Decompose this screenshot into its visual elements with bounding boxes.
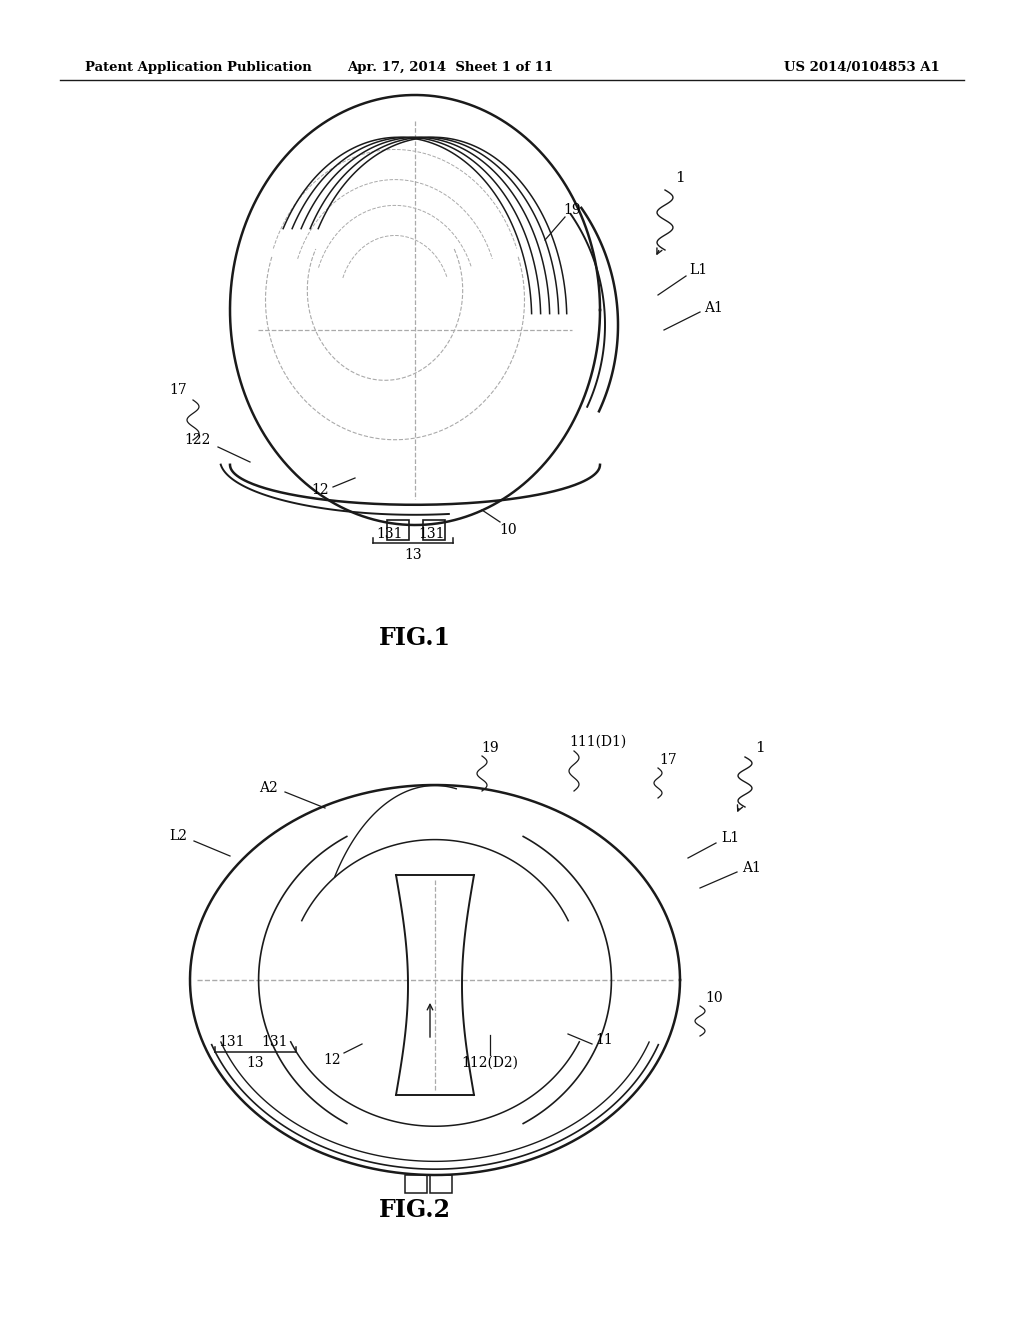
Text: US 2014/0104853 A1: US 2014/0104853 A1	[784, 62, 940, 74]
Text: FIG.1: FIG.1	[379, 626, 451, 649]
Text: 19: 19	[481, 741, 499, 755]
Text: 17: 17	[169, 383, 186, 397]
Text: 10: 10	[706, 991, 723, 1005]
Text: 13: 13	[246, 1056, 264, 1071]
Text: 13: 13	[404, 548, 422, 562]
Bar	[430, 1175, 452, 1193]
Text: L2: L2	[169, 829, 187, 843]
Text: 122: 122	[184, 433, 211, 447]
Bar	[423, 520, 445, 540]
Text: 1: 1	[755, 741, 765, 755]
Text: FIG.2: FIG.2	[379, 1199, 451, 1222]
Text: 10: 10	[499, 523, 517, 537]
Text: 1: 1	[675, 172, 685, 185]
Text: 131: 131	[377, 527, 403, 541]
Text: 19: 19	[563, 203, 581, 216]
Text: 12: 12	[324, 1053, 341, 1067]
Text: 12: 12	[311, 483, 329, 498]
Text: 131: 131	[219, 1035, 246, 1049]
Text: A1: A1	[742, 861, 762, 875]
Text: 131: 131	[262, 1035, 288, 1049]
Text: L1: L1	[721, 832, 739, 845]
Text: Apr. 17, 2014  Sheet 1 of 11: Apr. 17, 2014 Sheet 1 of 11	[347, 62, 553, 74]
Bar	[387, 520, 409, 540]
Text: 17: 17	[659, 752, 677, 767]
Text: A2: A2	[259, 781, 278, 795]
Text: A1: A1	[705, 301, 723, 315]
Text: 131: 131	[419, 527, 445, 541]
Text: L1: L1	[689, 263, 707, 277]
Text: Patent Application Publication: Patent Application Publication	[85, 62, 311, 74]
Text: 11: 11	[595, 1034, 613, 1047]
Bar	[406, 1175, 427, 1193]
Text: 111(D1): 111(D1)	[569, 735, 627, 748]
Text: 112(D2): 112(D2)	[462, 1056, 518, 1071]
